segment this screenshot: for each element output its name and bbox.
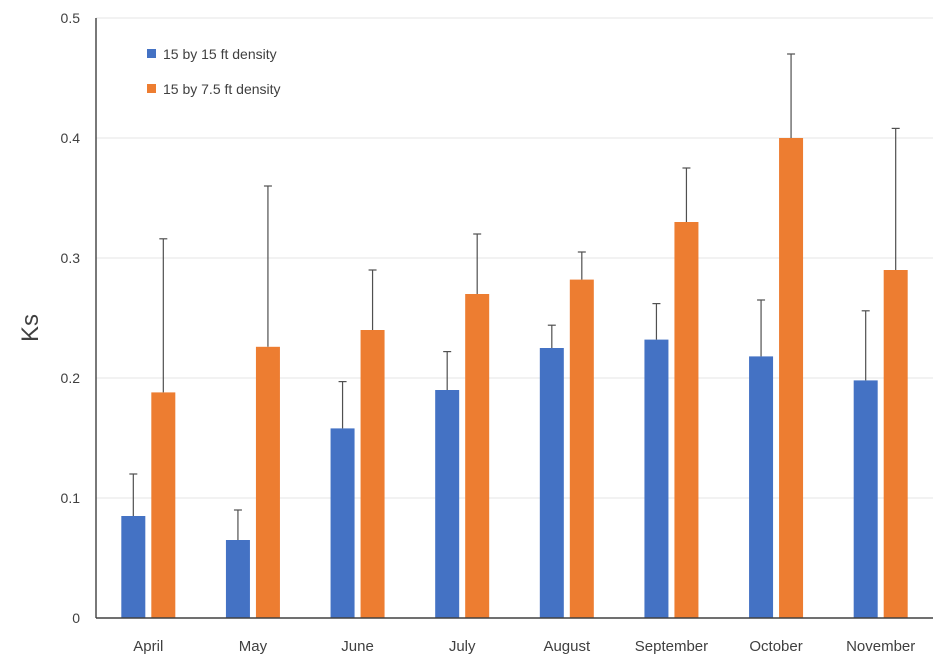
- x-tick-label-august: August: [543, 638, 591, 655]
- bar-september-series-1: [674, 222, 699, 618]
- x-tick-labels: April May June July August September October No…: [133, 638, 915, 655]
- bar-august-series-0: [539, 348, 564, 618]
- bar-june-series-1: [360, 330, 385, 618]
- y-tick-label: 0.4: [61, 130, 81, 146]
- legend-label-15x15: 15 by 15 ft density: [163, 46, 277, 62]
- bar-april-series-0: [121, 516, 146, 618]
- bars: [121, 138, 908, 618]
- y-tick-label: 0.2: [61, 370, 81, 386]
- error-bars: [129, 53, 900, 540]
- x-tick-label-april: April: [133, 638, 163, 655]
- x-tick-label-june: June: [341, 638, 374, 655]
- bar-may-series-1: [255, 346, 280, 618]
- bar-july-series-0: [435, 390, 460, 618]
- legend-label-15x7-5: 15 by 7.5 ft density: [163, 81, 281, 97]
- y-tick-label: 0: [72, 610, 80, 626]
- y-tick-label: 0.1: [61, 490, 81, 506]
- bar-october-series-0: [749, 356, 774, 618]
- bar-june-series-0: [330, 428, 355, 618]
- bar-may-series-0: [225, 540, 250, 618]
- bar-november-series-1: [883, 270, 908, 618]
- y-axis-label: Ks: [17, 314, 44, 342]
- x-tick-label-september: September: [635, 638, 708, 655]
- x-tick-label-october: October: [749, 638, 802, 655]
- y-tick-label: 0.3: [61, 250, 81, 266]
- bar-october-series-1: [779, 138, 804, 618]
- x-tick-label-may: May: [239, 638, 268, 655]
- bar-november-series-0: [853, 380, 878, 618]
- bar-september-series-0: [644, 339, 669, 618]
- legend: 15 by 15 ft density 15 by 7.5 ft density: [147, 46, 281, 97]
- x-tick-label-november: November: [846, 638, 915, 655]
- bar-july-series-1: [465, 294, 490, 618]
- y-tick-label: 0.5: [61, 10, 81, 26]
- y-tick-labels: 0 0.1 0.2 0.3 0.4 0.5: [61, 10, 81, 626]
- legend-swatch-15x15: [147, 49, 156, 58]
- bar-august-series-1: [569, 279, 594, 618]
- x-tick-label-july: July: [449, 638, 476, 655]
- axes: [95, 18, 933, 619]
- bar-april-series-1: [151, 392, 176, 618]
- legend-swatch-15x7-5: [147, 84, 156, 93]
